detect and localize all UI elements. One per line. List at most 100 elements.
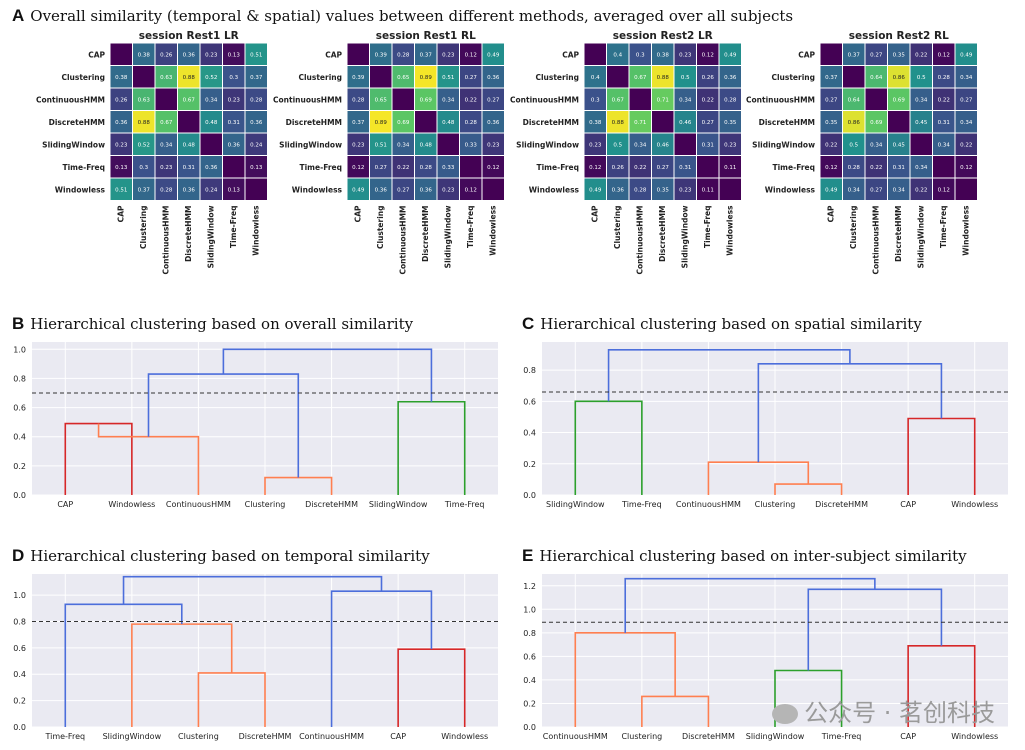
col-label: ContinuousHMM xyxy=(161,206,170,275)
heatmap-3: session Rest2 LR CAP CAP Clustering Clusteri… xyxy=(510,30,742,275)
y-tick-label: 1.0 xyxy=(523,605,536,614)
y-tick-label: 0.4 xyxy=(13,433,26,442)
cell-value: 0.63 xyxy=(138,97,151,103)
cell-value: 0.37 xyxy=(138,187,151,193)
cell-value: 0.65 xyxy=(375,97,388,103)
leaf-label: Windowless xyxy=(951,732,998,741)
leaf-label: CAP xyxy=(390,732,406,741)
heatmap-cell xyxy=(459,155,483,179)
row-label: DiscreteHMM xyxy=(523,118,579,127)
cell-value: 0.24 xyxy=(250,142,263,148)
cell-value: 0.88 xyxy=(138,120,151,126)
heatmap-title: session Rest1 LR xyxy=(139,30,239,42)
cell-value: 0.31 xyxy=(702,142,714,148)
leaf-label: DiscreteHMM xyxy=(682,732,735,741)
cell-value: 0.23 xyxy=(679,52,692,58)
panel-c-title: Hierarchical clustering based on spatial… xyxy=(540,315,922,333)
cell-value: 0.3 xyxy=(139,165,148,171)
cell-value: 0.23 xyxy=(589,142,602,148)
heatmap-cell xyxy=(673,132,697,156)
y-tick-label: 0.8 xyxy=(13,617,26,626)
cell-value: 0.23 xyxy=(724,142,737,148)
heatmap-cell xyxy=(154,87,178,111)
row-label: CAP xyxy=(325,50,342,59)
cell-value: 0.22 xyxy=(465,97,477,103)
leaf-label: ContinuousHMM xyxy=(166,500,231,509)
cell-value: 0.37 xyxy=(250,75,263,81)
row-label: SlidingWindow xyxy=(752,140,815,149)
cell-value: 0.34 xyxy=(679,97,692,103)
panel-b-title: Hierarchical clustering based on overall… xyxy=(30,315,414,333)
leaf-label: CAP xyxy=(900,500,916,509)
cell-value: 0.28 xyxy=(397,52,410,58)
cell-value: 0.22 xyxy=(397,165,409,171)
cell-value: 0.71 xyxy=(634,120,646,126)
panel-c-letter: C xyxy=(522,314,535,333)
col-label: Time-Freq xyxy=(229,206,238,249)
panel-b-letter: B xyxy=(12,314,25,333)
row-label: Clustering xyxy=(535,73,579,82)
y-tick-label: 0.4 xyxy=(523,676,536,685)
y-tick-label: 0.2 xyxy=(523,699,536,708)
dendrogram-link xyxy=(707,461,810,495)
cell-value: 0.34 xyxy=(893,187,906,193)
cell-value: 0.36 xyxy=(420,187,433,193)
heatmap-title: session Rest1 RL xyxy=(376,30,476,42)
cell-value: 0.26 xyxy=(115,97,128,103)
cell-value: 0.22 xyxy=(702,97,714,103)
col-label: CAP xyxy=(826,205,835,222)
col-label: DiscreteHMM xyxy=(184,206,193,262)
cell-value: 0.45 xyxy=(893,142,906,148)
cell-value: 0.35 xyxy=(825,120,838,126)
leaf-label: Time-Freq xyxy=(44,732,85,741)
cell-value: 0.22 xyxy=(960,142,972,148)
col-label: SlidingWindow xyxy=(680,205,689,268)
cell-value: 0.51 xyxy=(250,52,262,58)
cell-value: 0.49 xyxy=(487,52,500,58)
leaf-label: Windowless xyxy=(951,500,998,509)
y-tick-label: 0.2 xyxy=(523,460,536,469)
cell-value: 0.36 xyxy=(612,187,625,193)
cell-value: 0.88 xyxy=(183,75,196,81)
row-label: SlidingWindow xyxy=(516,140,579,149)
row-label: ContinuousHMM xyxy=(510,95,579,104)
leaf-label: Clustering xyxy=(755,500,796,509)
cell-value: 0.22 xyxy=(915,187,927,193)
leaf-label: SlidingWindow xyxy=(103,732,162,741)
cell-value: 0.69 xyxy=(870,120,883,126)
cell-value: 0.86 xyxy=(893,75,906,81)
row-label: SlidingWindow xyxy=(279,140,342,149)
heatmap-2: session Rest1 RL CAP CAP Clustering Clusteri… xyxy=(273,30,505,275)
heatmap-cell xyxy=(481,177,505,201)
cell-value: 0.22 xyxy=(634,165,646,171)
heatmap-cell xyxy=(109,42,133,66)
cell-value: 0.34 xyxy=(960,75,973,81)
cell-value: 0.39 xyxy=(375,52,388,58)
cell-value: 0.36 xyxy=(228,142,241,148)
leaf-label: Windowless xyxy=(108,500,155,509)
cell-value: 0.23 xyxy=(115,142,128,148)
cell-value: 0.35 xyxy=(657,187,670,193)
cell-value: 0.26 xyxy=(702,75,715,81)
cell-value: 0.23 xyxy=(228,97,241,103)
row-label: Time-Freq xyxy=(63,163,106,172)
cell-value: 0.49 xyxy=(960,52,973,58)
heatmap-cell xyxy=(696,155,720,179)
cell-value: 0.12 xyxy=(825,165,837,171)
cell-value: 0.27 xyxy=(702,120,715,126)
cell-value: 0.48 xyxy=(420,142,433,148)
cell-value: 0.37 xyxy=(848,52,861,58)
col-label: DiscreteHMM xyxy=(421,206,430,262)
leaf-label: SlidingWindow xyxy=(546,500,605,509)
cell-value: 0.67 xyxy=(183,97,196,103)
cell-value: 0.36 xyxy=(375,187,388,193)
cell-value: 0.37 xyxy=(352,120,365,126)
cell-value: 0.31 xyxy=(183,165,195,171)
panel-e-heading: E Hierarchical clustering based on inter-… xyxy=(522,546,967,566)
heatmap-cell xyxy=(628,87,652,111)
cell-value: 0.65 xyxy=(397,75,410,81)
cell-value: 0.31 xyxy=(228,120,240,126)
cell-value: 0.35 xyxy=(724,120,737,126)
row-label: Time-Freq xyxy=(300,163,343,172)
cell-value: 0.26 xyxy=(160,52,173,58)
